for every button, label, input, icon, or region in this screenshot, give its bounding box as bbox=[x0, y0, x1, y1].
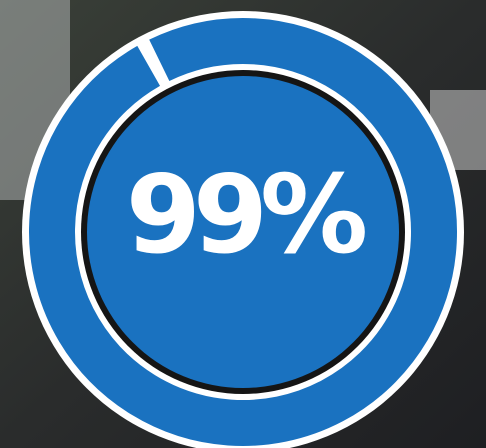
value-label: 99% bbox=[126, 153, 365, 278]
page: {"chart_data": {"type": "gauge", "values… bbox=[0, 0, 486, 448]
gauge-chart: 99% bbox=[0, 0, 486, 448]
